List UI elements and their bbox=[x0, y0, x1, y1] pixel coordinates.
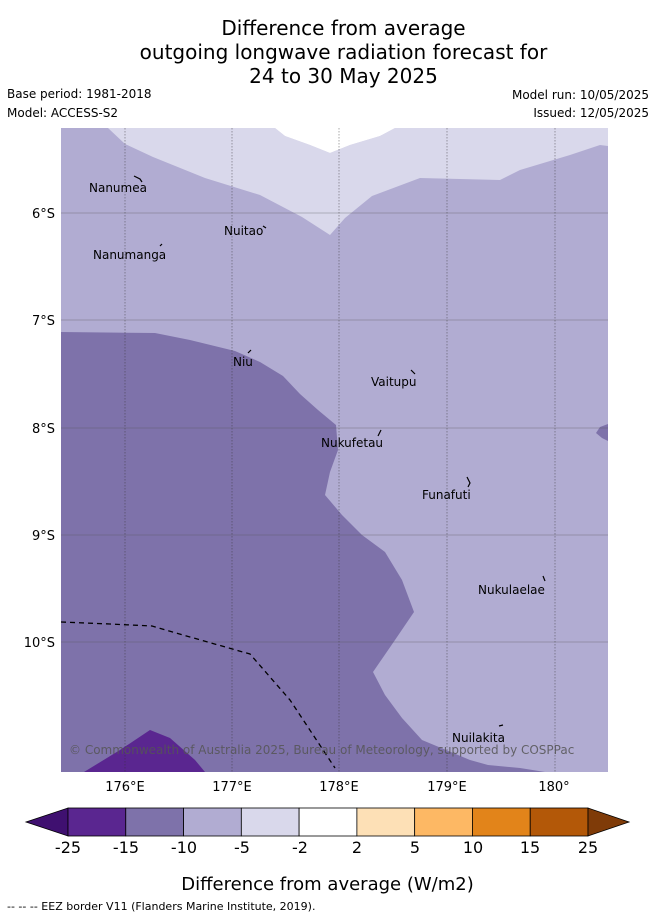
island-nuilakita bbox=[498, 724, 504, 727]
lat-label-10s: 10°S bbox=[24, 636, 55, 651]
place-label-vaitupu: Vaitupu bbox=[371, 375, 417, 389]
colorbar-tick: -15 bbox=[113, 838, 139, 857]
lon-label-176e: 176°E bbox=[105, 780, 145, 795]
place-label-nanumanga: Nanumanga bbox=[93, 248, 166, 262]
model-run: Model run: 10/05/2025 bbox=[511, 88, 649, 102]
band-minus15-minus10-east bbox=[596, 424, 608, 441]
colorbar-segment bbox=[67, 807, 127, 837]
model-name: Model: ACCESS-S2 bbox=[7, 106, 119, 120]
colorbar-segment bbox=[125, 807, 184, 837]
colorbar-segment bbox=[298, 807, 358, 837]
place-label-nuitao: Nuitao bbox=[224, 224, 263, 238]
eez-border bbox=[61, 621, 336, 769]
colorbar-segment bbox=[183, 807, 242, 837]
colorbar-label: Difference from average (W/m2) bbox=[181, 874, 474, 895]
island-nuitao bbox=[262, 225, 267, 229]
colorbar-tick: -2 bbox=[292, 838, 308, 857]
colorbar-tick: 2 bbox=[352, 838, 362, 857]
lat-label-8s: 8°S bbox=[32, 422, 55, 437]
title-line-2: outgoing longwave radiation forecast for bbox=[139, 40, 548, 64]
island-vaitupu bbox=[410, 369, 416, 375]
colorbar-segment bbox=[472, 807, 531, 837]
lat-label-7s: 7°S bbox=[32, 314, 55, 329]
colorbar-tick: 25 bbox=[578, 838, 598, 857]
islands bbox=[133, 175, 546, 727]
colorbar-tick: 15 bbox=[520, 838, 540, 857]
colorbar-tick: -5 bbox=[234, 838, 250, 857]
base-period: Base period: 1981-2018 bbox=[7, 87, 152, 101]
place-label-nuilakita: Nuilakita bbox=[452, 731, 505, 745]
anomaly-field: Nanumea Nuitao Nanumanga Niu Vaitupu Nuk… bbox=[61, 128, 608, 772]
lon-label-179e: 179°E bbox=[427, 780, 467, 795]
lat-label-9s: 9°S bbox=[32, 529, 55, 544]
place-label-nanumea: Nanumea bbox=[89, 181, 147, 195]
colorbar-extend-high bbox=[587, 807, 631, 837]
title-line-1: Difference from average bbox=[221, 16, 466, 40]
colorbar-tick: -25 bbox=[55, 838, 81, 857]
band-minus15-minus10 bbox=[61, 332, 545, 772]
colorbar bbox=[24, 807, 631, 837]
lon-label-180: 180° bbox=[538, 780, 569, 795]
issued-date: Issued: 12/05/2025 bbox=[533, 106, 649, 120]
title-line-3: 24 to 30 May 2025 bbox=[249, 64, 438, 88]
graticule-parallels bbox=[61, 212, 608, 643]
graticule-meridians bbox=[124, 128, 556, 772]
copyright-notice: © Commonwealth of Australia 2025, Bureau… bbox=[69, 743, 574, 757]
lat-label-6s: 6°S bbox=[32, 207, 55, 222]
island-niu bbox=[247, 349, 252, 354]
place-label-funafuti: Funafuti bbox=[422, 488, 471, 502]
place-label-niu: Niu bbox=[233, 355, 253, 369]
colorbar-segment bbox=[414, 807, 473, 837]
band-minus25-minus15 bbox=[84, 730, 205, 772]
colorbar-segment bbox=[529, 807, 589, 837]
place-label-nukulaelae: Nukulaelae bbox=[478, 583, 545, 597]
island-nukufetau bbox=[377, 429, 382, 437]
colorbar-ticks: -25 -15 -10 -5 -2 2 5 10 15 25 bbox=[55, 838, 598, 857]
eez-footnote: -- -- -- EEZ border V11 (Flanders Marine… bbox=[7, 900, 316, 913]
island-funafuti bbox=[466, 476, 471, 488]
island-nukulaelae bbox=[542, 575, 546, 582]
colorbar-extend-low bbox=[24, 807, 69, 837]
colorbar-segment bbox=[356, 807, 416, 837]
island-nanumanga bbox=[159, 243, 163, 247]
band-minus5-minus2 bbox=[108, 128, 608, 235]
island-nanumea bbox=[133, 175, 143, 183]
colorbar-segment bbox=[240, 807, 300, 837]
colorbar-tick: 5 bbox=[410, 838, 420, 857]
lon-label-177e: 177°E bbox=[212, 780, 252, 795]
lon-label-178e: 178°E bbox=[319, 780, 359, 795]
map-title: Difference from average outgoing longwav… bbox=[0, 16, 655, 88]
colorbar-tick: -10 bbox=[171, 838, 197, 857]
colorbar-tick: 10 bbox=[463, 838, 483, 857]
place-label-nukufetau: Nukufetau bbox=[321, 436, 383, 450]
band-minus2-plus2 bbox=[275, 128, 395, 153]
